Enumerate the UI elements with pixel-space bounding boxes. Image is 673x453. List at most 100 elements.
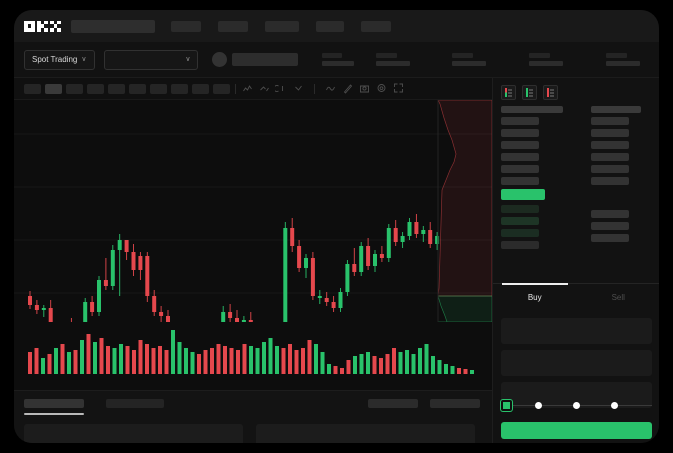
orderbook-ask-amount[interactable] — [591, 165, 629, 173]
orders-card-1[interactable] — [24, 424, 243, 443]
volume-bar — [86, 334, 91, 374]
alert-icon[interactable] — [292, 82, 305, 95]
ticker-stat — [605, 53, 640, 66]
volume-bar — [353, 356, 357, 374]
orders-card-2[interactable] — [256, 424, 475, 443]
candlestick — [338, 288, 343, 312]
orders-tab-2[interactable] — [106, 399, 164, 408]
orderbook-ask-amount[interactable] — [591, 117, 629, 125]
orders-action-1[interactable] — [368, 399, 418, 408]
orderbook-bid-amount[interactable] — [591, 222, 629, 230]
orderbook-ask-amount[interactable] — [591, 153, 629, 161]
timeframe-button-9[interactable] — [192, 83, 209, 94]
timeframe-button-8[interactable] — [171, 83, 188, 94]
slider-step-50[interactable] — [573, 402, 580, 409]
orderbook-amount-column — [591, 106, 641, 246]
volume-bar — [223, 346, 227, 374]
nav-item-5[interactable] — [361, 20, 391, 32]
orderbook-ask-row[interactable] — [501, 117, 539, 125]
orderbook-bid-row[interactable] — [501, 229, 539, 237]
depth-ask-area — [437, 100, 492, 297]
nav-item-1[interactable] — [171, 20, 201, 32]
slider-step-25[interactable] — [535, 402, 543, 409]
indicator-icon[interactable] — [241, 82, 254, 95]
amount-field[interactable] — [501, 350, 652, 376]
stat-value — [451, 61, 486, 66]
orderbook-ask-amount[interactable] — [591, 141, 629, 149]
candlestick — [48, 300, 53, 322]
volume-bar — [132, 350, 136, 374]
nav-item-3[interactable] — [265, 20, 299, 32]
market-type-select[interactable]: Spot Trading ∨ — [24, 49, 95, 70]
timeframe-button-1[interactable] — [24, 83, 41, 94]
camera-icon[interactable] — [358, 82, 371, 95]
orderbook-header-right[interactable] — [591, 106, 641, 113]
orderbook-mode-asks-icon[interactable] — [543, 85, 558, 100]
mode-rail — [505, 88, 507, 97]
candlestick — [393, 220, 398, 246]
timeframe-button-3[interactable] — [66, 83, 83, 94]
timeframe-button-4[interactable] — [87, 83, 104, 94]
timeframe-button-6[interactable] — [129, 83, 146, 94]
orderbook-bid-row[interactable] — [501, 217, 539, 225]
volume-bar — [418, 348, 422, 374]
candlestick — [103, 258, 108, 290]
orderbook-ask-row[interactable] — [501, 165, 539, 173]
timeframe-button-5[interactable] — [108, 83, 125, 94]
orderbook-rows[interactable] — [493, 106, 659, 282]
search-input[interactable] — [71, 19, 155, 33]
orders-action-2[interactable] — [430, 399, 480, 408]
volume-bar — [275, 346, 279, 374]
okx-logo[interactable] — [24, 20, 61, 32]
template-icon[interactable] — [275, 82, 288, 95]
settings-gear-icon[interactable] — [375, 82, 388, 95]
line-chart-icon[interactable] — [324, 82, 337, 95]
drawing-pen-icon[interactable] — [341, 82, 354, 95]
tab-sell[interactable]: Sell — [577, 284, 660, 311]
slider-step-75[interactable] — [610, 402, 618, 409]
orderbook-mode-both-icon[interactable] — [501, 85, 516, 100]
ticker-stats-right — [451, 53, 640, 66]
orderbook-last-price-row[interactable] — [501, 189, 545, 200]
volume-bar — [294, 350, 299, 374]
chevron-down-icon: ∨ — [81, 56, 87, 63]
price-chart[interactable] — [14, 100, 492, 322]
orderbook-ask-amount[interactable] — [591, 129, 629, 137]
volume-bar — [398, 352, 403, 374]
candlestick — [228, 304, 233, 322]
volume-bar — [60, 344, 65, 374]
price-field[interactable] — [501, 318, 652, 344]
nav-items — [171, 20, 391, 32]
orderbook-ask-row[interactable] — [501, 153, 539, 161]
submit-order-button[interactable] — [501, 422, 652, 439]
timeframe-button-2[interactable] — [45, 83, 62, 94]
volume-bar — [372, 356, 377, 374]
orderbook-mode-bids-icon[interactable] — [522, 85, 537, 100]
orderbook-ask-row[interactable] — [501, 177, 539, 185]
compare-icon[interactable] — [258, 82, 271, 95]
orderbook-ask-row[interactable] — [501, 129, 539, 137]
trading-pair-select[interactable]: ∨ — [103, 49, 198, 70]
volume-bar — [249, 346, 253, 374]
ticker-stat — [451, 53, 486, 66]
amount-slider[interactable] — [501, 400, 652, 412]
volume-chart[interactable] — [14, 322, 492, 390]
slider-handle[interactable] — [501, 400, 512, 411]
fullscreen-icon[interactable] — [392, 82, 405, 95]
orderbook-ask-row[interactable] — [501, 141, 539, 149]
tab-buy[interactable]: Buy — [493, 283, 577, 311]
orderbook-bid-row[interactable] — [501, 205, 539, 213]
orderbook-header-left[interactable] — [501, 106, 563, 113]
orderbook-bid-row[interactable] — [501, 241, 539, 249]
timeframe-button-7[interactable] — [150, 83, 167, 94]
nav-item-4[interactable] — [316, 20, 344, 32]
orderbook-ask-amount[interactable] — [591, 177, 629, 185]
timeframe-button-10[interactable] — [213, 83, 230, 94]
buy-sell-tabs: Buy Sell — [493, 283, 659, 311]
orders-tab-1[interactable] — [24, 399, 84, 408]
orderbook-bid-amount[interactable] — [591, 210, 629, 218]
volume-bar — [450, 366, 455, 374]
nav-item-2[interactable] — [218, 20, 248, 32]
orderbook-bid-amount[interactable] — [591, 234, 629, 242]
pair-name-label — [231, 53, 298, 66]
